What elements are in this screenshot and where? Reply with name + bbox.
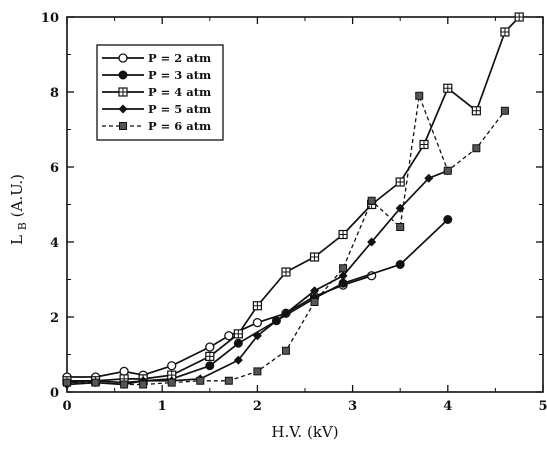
data-point [281, 308, 291, 318]
data-point [443, 215, 453, 224]
data-point [233, 355, 243, 365]
x-axis-label: H.V. (kV) [271, 423, 338, 441]
data-point [500, 106, 509, 115]
data-point [252, 301, 262, 311]
data-point [224, 331, 234, 341]
data-point [205, 351, 215, 361]
data-point [310, 298, 319, 306]
data-point [471, 106, 481, 116]
data-point [233, 338, 243, 348]
series-5 [63, 91, 509, 389]
legend-entry: P = 5 atm [102, 102, 211, 116]
data-point [91, 378, 100, 387]
data-point [281, 267, 291, 277]
series-layer [62, 12, 524, 389]
legend-entry: P = 3 atm [102, 68, 211, 82]
y-tick-label: 0 [50, 386, 59, 401]
data-point [119, 366, 129, 377]
data-point [500, 27, 510, 37]
data-point [338, 229, 348, 240]
legend-label: P = 4 atm [148, 85, 211, 99]
y-tick-label: 4 [50, 236, 59, 251]
y-tick-label: 10 [41, 11, 59, 26]
legend-entry: P = 4 atm [102, 85, 211, 99]
data-point [205, 361, 215, 371]
y-tick-label: 2 [50, 311, 59, 326]
axes: 0 1 2 3 4 5 0 2 4 6 8 10 [41, 11, 547, 414]
data-point [395, 177, 405, 187]
legend-label: P = 5 atm [148, 102, 211, 116]
data-point [63, 378, 71, 387]
data-point [205, 342, 215, 352]
data-point [118, 53, 128, 63]
data-point [472, 144, 481, 153]
legend-label: P = 3 atm [148, 68, 211, 82]
data-point [415, 91, 424, 100]
legend: P = 2 atm P = 3 atm P = 4 atm P = 5 atm P = … [96, 44, 224, 141]
data-point [419, 139, 429, 150]
data-point [252, 317, 263, 328]
y-axis-label-main: L [8, 235, 26, 245]
series-line [66, 218, 449, 384]
data-point [118, 104, 128, 114]
data-point [253, 367, 262, 376]
legend-entry: P = 2 atm [102, 51, 211, 65]
data-point [118, 87, 128, 97]
data-point [252, 331, 262, 341]
data-point [396, 223, 405, 231]
x-tick-label: 1 [158, 399, 167, 414]
data-point [367, 196, 376, 205]
x-tick-label: 4 [443, 399, 452, 414]
data-point [139, 380, 148, 389]
data-point [119, 122, 127, 130]
data-point [309, 252, 320, 262]
svg-text:L B (A.U.): L B (A.U.) [8, 174, 30, 245]
data-point [443, 83, 453, 93]
data-point [120, 380, 129, 389]
data-point [281, 346, 290, 355]
data-point [339, 264, 348, 273]
y-axis-label-subscript: B [16, 222, 29, 230]
data-point [514, 12, 524, 22]
legend-label: P = 2 atm [148, 51, 211, 65]
data-point [224, 376, 233, 385]
data-point [338, 271, 348, 281]
legend-label: P = 6 atm [148, 119, 211, 133]
data-point [167, 378, 176, 387]
data-point [338, 278, 348, 288]
data-point [167, 361, 177, 371]
data-point [196, 376, 205, 385]
series-line [67, 274, 372, 378]
y-axis-label-units: (A.U.) [8, 174, 26, 217]
data-point [367, 237, 377, 247]
data-point [310, 286, 320, 296]
data-point [443, 166, 452, 175]
y-tick-label: 8 [50, 86, 59, 101]
data-point [395, 260, 405, 269]
x-tick-label: 3 [348, 399, 357, 414]
x-tick-label: 5 [538, 399, 547, 414]
y-axis-label: L B (A.U.) [8, 174, 30, 245]
x-tick-label: 0 [62, 399, 71, 414]
data-point [233, 329, 243, 339]
data-point [118, 70, 128, 80]
y-tick-label: 6 [50, 161, 59, 176]
legend-entry: P = 6 atm [102, 119, 211, 133]
x-tick-label: 2 [253, 399, 262, 414]
data-point [424, 173, 434, 183]
